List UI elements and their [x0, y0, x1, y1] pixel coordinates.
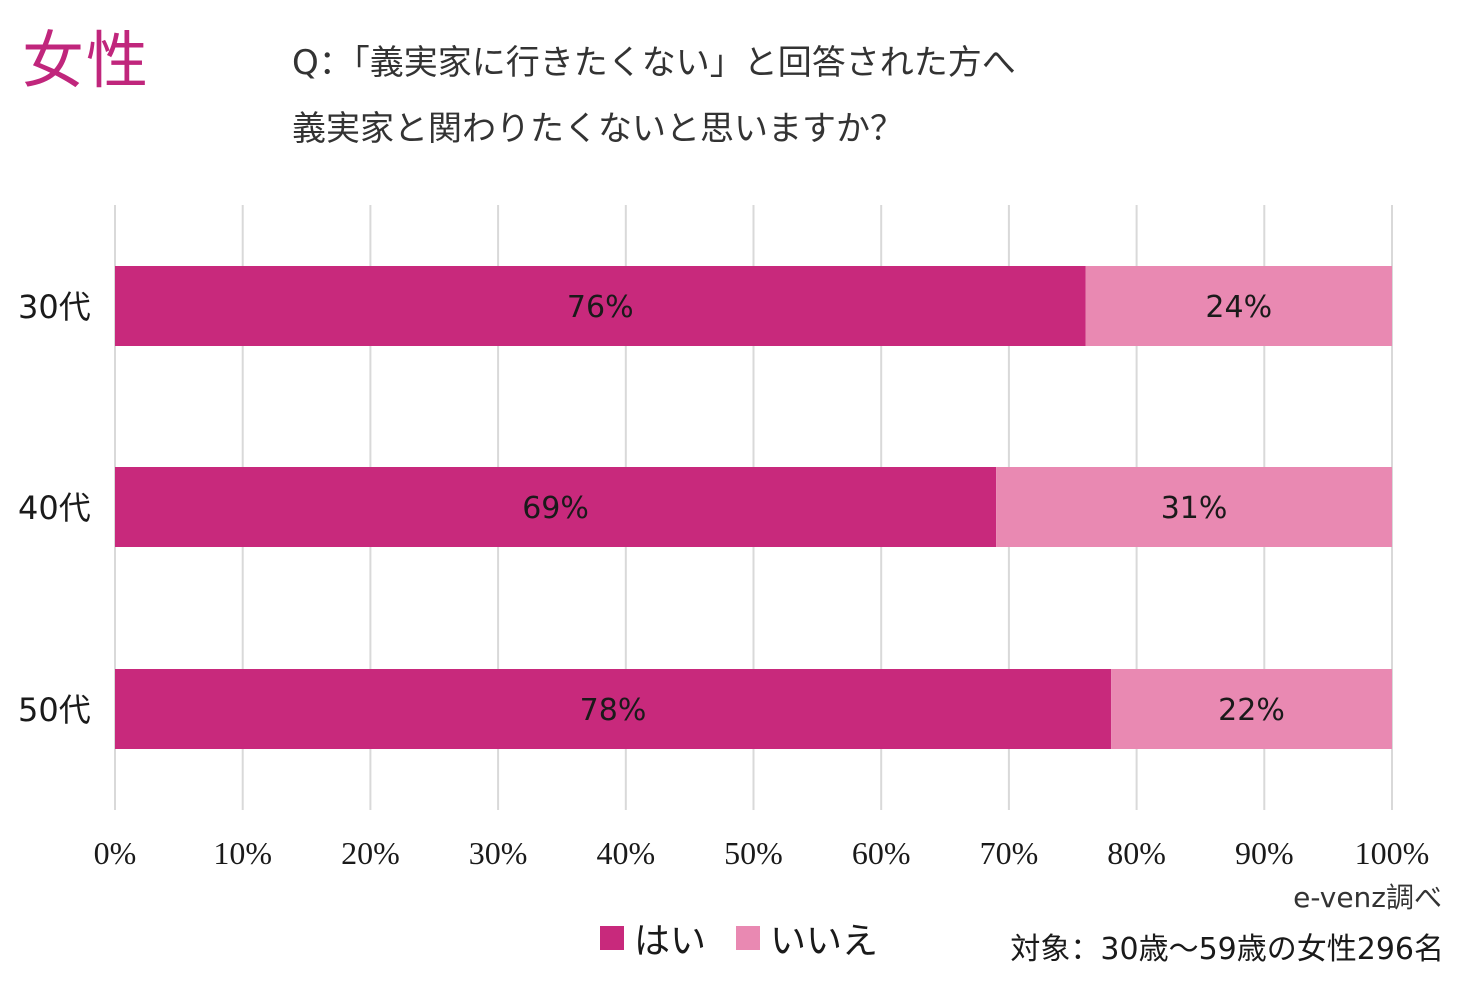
legend-label-no: いいえ: [770, 921, 879, 962]
legend-swatch-no: [736, 926, 761, 950]
legend-item-no: いいえ: [736, 912, 878, 964]
legend: はい いいえ: [600, 912, 908, 964]
x-axis-tick-label: 30%: [469, 835, 528, 871]
question-line-2: 義実家と関わりたくないと思いますか？: [292, 109, 904, 149]
x-axis-tick-label: 60%: [852, 835, 911, 871]
question-line-1: Q：「義実家に行きたくない」と回答された方へ: [292, 43, 1016, 83]
bar-data-label: 76%: [567, 290, 634, 325]
y-axis-label: 40代: [18, 489, 91, 527]
bars: [115, 266, 1392, 749]
y-axis-label: 50代: [18, 691, 91, 729]
legend-swatch-yes: [600, 926, 624, 950]
x-axis-tick-label: 80%: [1107, 835, 1166, 871]
x-axis-labels: 0% 10% 20% 30% 40% 50% 60% 70% 80% 90% 100%: [94, 835, 1430, 871]
chart-corner-label: 女性: [22, 24, 151, 97]
x-axis-tick-label: 0%: [94, 835, 137, 871]
x-axis-tick-label: 70%: [980, 835, 1039, 871]
x-axis-tick-label: 10%: [213, 835, 272, 871]
bar-segment: [115, 266, 1086, 346]
bar-segment: [115, 669, 1112, 749]
legend-label-yes: はい: [634, 921, 707, 962]
bar-segment: [1085, 266, 1392, 346]
x-axis-tick-label: 20%: [341, 835, 400, 871]
legend-item-yes: はい: [600, 912, 706, 964]
bar-data-label: 22%: [1218, 693, 1285, 728]
x-axis-tick-label: 90%: [1235, 835, 1294, 871]
bar-segment: [115, 467, 997, 547]
bar-segment: [1111, 669, 1392, 749]
bar-data-label: 24%: [1205, 290, 1272, 325]
x-axis-tick-label: 50%: [724, 835, 783, 871]
y-axis-labels: 30代 40代 50代: [18, 288, 91, 729]
bar-data-label: 78%: [580, 693, 647, 728]
source-note: e-venz調べ: [1293, 881, 1442, 914]
bar-segment: [996, 467, 1392, 547]
x-axis-tick-label: 40%: [596, 835, 655, 871]
bar-data-labels: 76% 24% 69% 31% 78% 22%: [522, 290, 1285, 728]
bar-data-label: 31%: [1161, 491, 1228, 526]
bar-data-label: 69%: [522, 491, 589, 526]
survey-target-note: 対象：30歳～59歳の女性296名: [1010, 932, 1444, 967]
y-axis-label: 30代: [18, 288, 91, 326]
x-axis-tick-label: 100%: [1355, 835, 1430, 871]
